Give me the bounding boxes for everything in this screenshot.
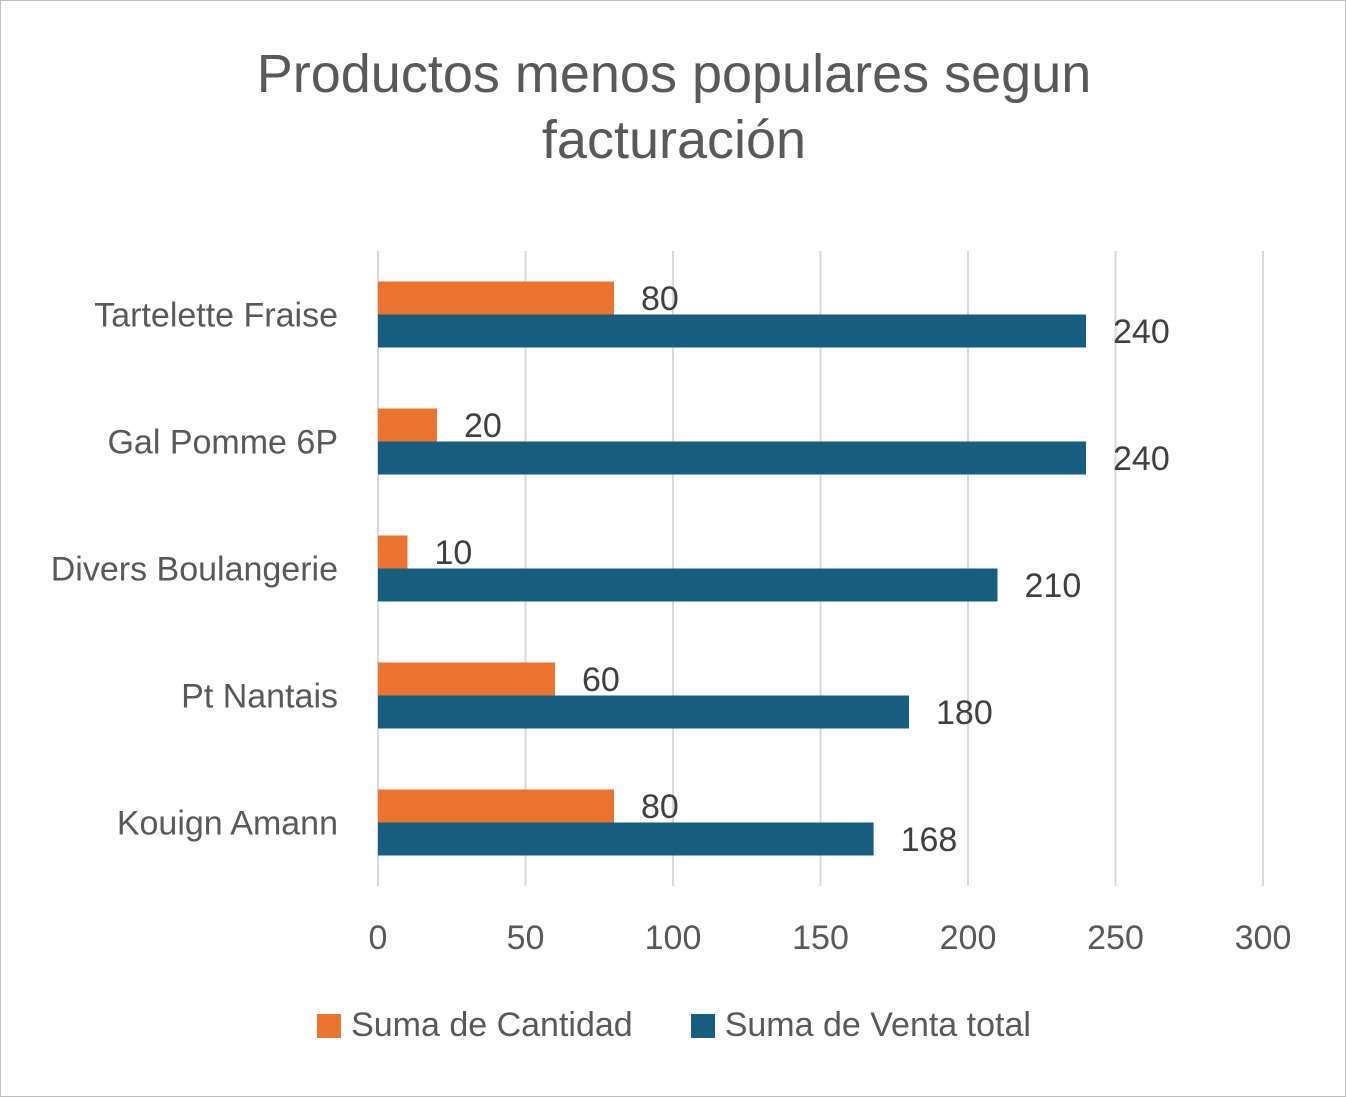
data-label: 240 (1113, 313, 1170, 351)
chart-title-line-1: Productos menos populares segun (256, 44, 1092, 104)
bar-cantidad (378, 662, 555, 696)
legend-label-venta-total: Suma de Venta total (724, 1006, 1031, 1044)
data-label: 80 (641, 280, 679, 318)
bar-venta-total (378, 568, 998, 602)
legend: Suma de Cantidad Suma de Venta total (1, 1006, 1346, 1045)
category-label: Pt Nantais (181, 678, 338, 716)
x-tick-label: 250 (1087, 919, 1144, 957)
data-label: 240 (1113, 440, 1170, 478)
bar-venta-total (378, 695, 909, 729)
data-label: 20 (464, 407, 502, 445)
bar-venta-total (378, 822, 874, 856)
bar-cantidad (378, 408, 437, 442)
legend-swatch-venta-total (690, 1013, 715, 1038)
chart-title: Productos menos populares segun facturac… (1, 41, 1346, 173)
category-label: Divers Boulangerie (51, 551, 338, 589)
legend-swatch-cantidad (317, 1013, 342, 1038)
x-tick-label: 0 (369, 919, 388, 957)
x-tick-label: 100 (645, 919, 702, 957)
data-label: 60 (582, 661, 620, 699)
bar-venta-total (378, 314, 1086, 348)
x-tick-label: 50 (507, 919, 545, 957)
x-tick-label: 150 (792, 919, 849, 957)
legend-label-cantidad: Suma de Cantidad (351, 1006, 633, 1044)
bar-cantidad (378, 789, 614, 823)
bar-venta-total (378, 441, 1086, 475)
category-label: Tartelette Fraise (94, 297, 338, 335)
data-labels: 80 168 60 180 10 210 20 240 80 240 (435, 280, 1170, 859)
data-label: 180 (936, 694, 993, 732)
data-label: 10 (435, 534, 473, 572)
data-label: 80 (641, 788, 679, 826)
legend-item-cantidad: Suma de Cantidad (317, 1006, 633, 1045)
x-tick-label: 300 (1235, 919, 1292, 957)
bar-cantidad (378, 535, 408, 569)
category-label: Gal Pomme 6P (107, 424, 338, 462)
category-label: Kouign Amann (117, 805, 338, 843)
data-label: 210 (1025, 567, 1082, 605)
x-tick-labels: 0 50 100 150 200 250 300 (369, 919, 1292, 957)
data-label: 168 (901, 821, 958, 859)
bars (378, 281, 1086, 856)
chart-title-line-2: facturación (541, 110, 807, 170)
category-labels: Kouign Amann Pt Nantais Divers Boulangerie… (51, 297, 338, 843)
legend-item-venta-total: Suma de Venta total (690, 1006, 1031, 1045)
x-tick-label: 200 (940, 919, 997, 957)
bar-cantidad (378, 281, 614, 315)
